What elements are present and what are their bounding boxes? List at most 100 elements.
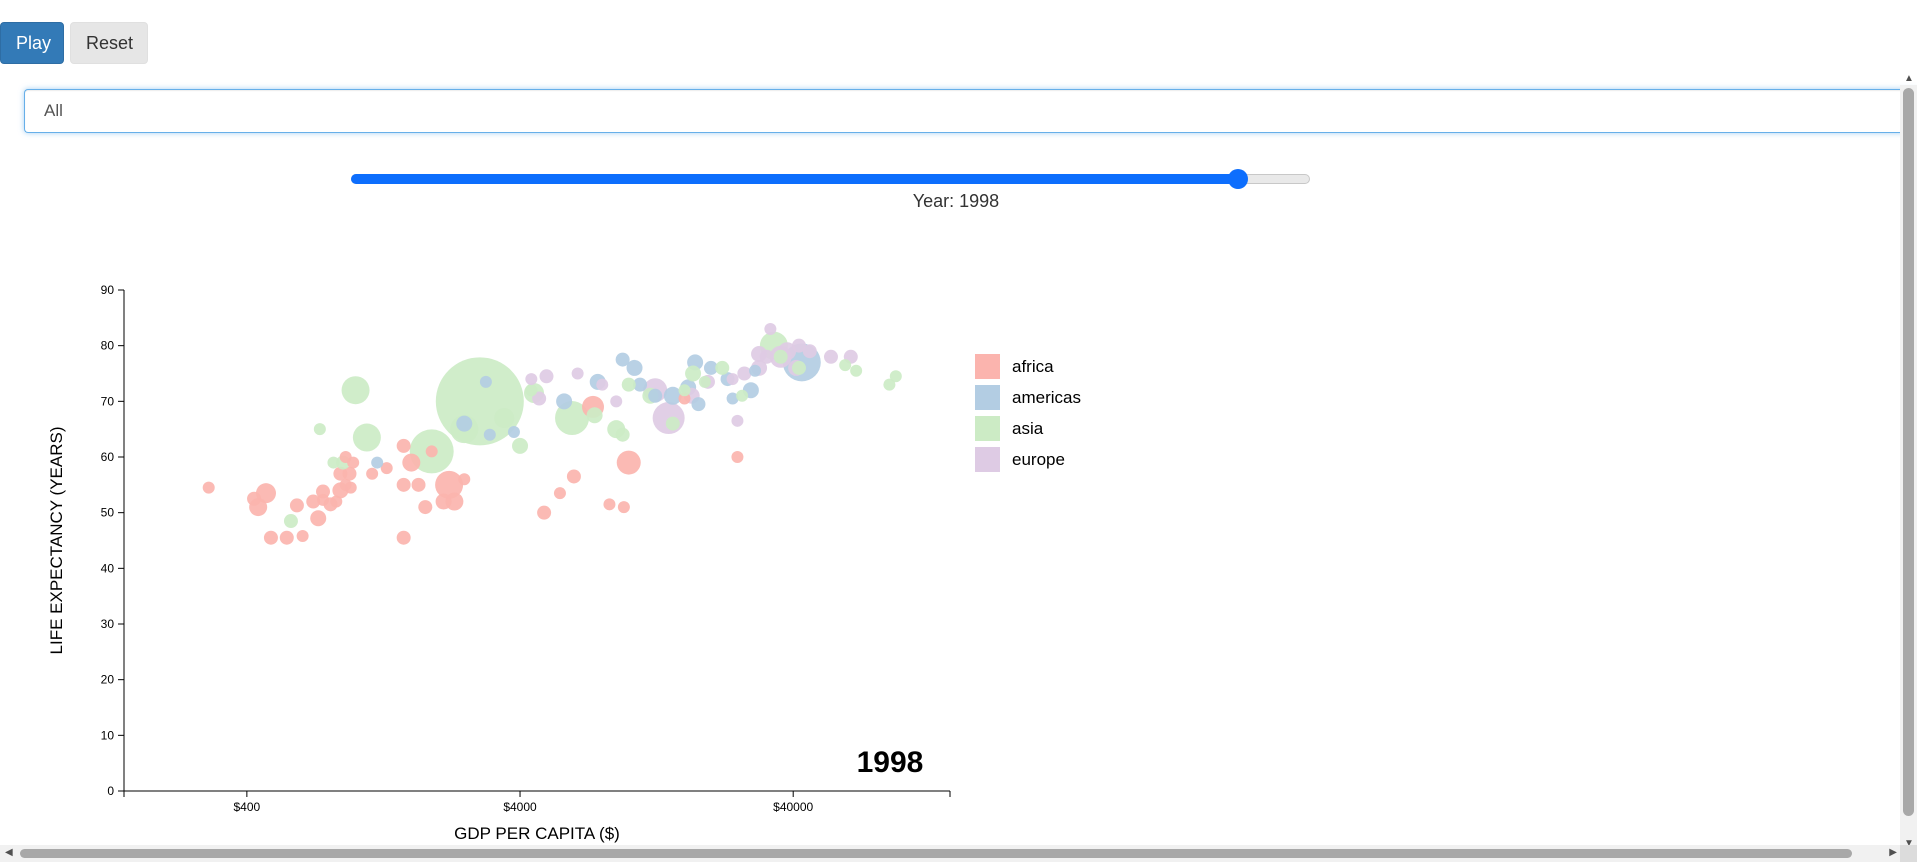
year-annotation: 1998 xyxy=(857,746,924,779)
data-point-asia xyxy=(791,360,806,375)
legend-label-americas: americas xyxy=(1012,388,1081,407)
data-point-americas xyxy=(483,428,496,441)
data-point-asia xyxy=(736,389,749,402)
data-point-asia xyxy=(313,423,326,436)
data-point-americas xyxy=(507,425,520,438)
data-point-americas xyxy=(726,392,739,405)
data-point-asia xyxy=(685,365,702,382)
vertical-scroll-thumb[interactable] xyxy=(1903,88,1914,816)
data-point-asia xyxy=(327,456,340,469)
data-point-africa xyxy=(617,501,630,514)
legend-label-asia: asia xyxy=(1012,419,1044,438)
data-point-africa xyxy=(344,481,357,494)
data-point-asia xyxy=(621,377,636,392)
legend-swatch-europe xyxy=(975,447,1000,472)
data-point-europe xyxy=(596,378,609,391)
data-point-europe xyxy=(539,369,554,384)
data-point-americas xyxy=(703,360,718,375)
scroll-down-icon[interactable]: ▼ xyxy=(1904,838,1914,849)
data-point-africa xyxy=(396,438,411,453)
data-point-africa xyxy=(247,491,262,506)
reset-button[interactable]: Reset xyxy=(70,22,148,64)
data-point-africa xyxy=(202,481,215,494)
data-point-africa xyxy=(330,495,343,508)
data-point-americas xyxy=(626,359,643,376)
gapminder-chart: 0 10 20 30 40 50 60 70 80 90 $400 $4000 $40000 GDP PE… xyxy=(47,283,1081,843)
slider-fill xyxy=(351,174,1239,184)
data-point-asia xyxy=(586,407,603,424)
vertical-scrollbar[interactable]: ▲ ▼ xyxy=(1900,73,1917,849)
data-point-africa xyxy=(317,493,330,506)
data-point-asia xyxy=(773,349,788,364)
slider-thumb[interactable] xyxy=(1228,169,1249,189)
data-point-africa xyxy=(435,493,452,510)
data-point-europe xyxy=(823,349,838,364)
data-point-asia xyxy=(839,359,852,372)
x-tick-label: $400 xyxy=(234,800,261,814)
scroll-up-icon[interactable]: ▲ xyxy=(1904,73,1914,84)
data-point-americas xyxy=(556,393,573,410)
data-point-europe xyxy=(731,414,744,427)
horizontal-scroll-thumb[interactable] xyxy=(20,849,1852,858)
data-point-europe xyxy=(759,349,774,364)
scroll-right-icon[interactable]: ▶ xyxy=(1889,847,1897,858)
y-tick-label: 50 xyxy=(101,506,115,520)
data-point-asia xyxy=(341,376,370,405)
data-point-americas xyxy=(615,352,630,367)
data-point-africa xyxy=(418,500,433,515)
data-point-africa xyxy=(279,530,294,545)
x-axis-label: GDP PER CAPITA ($) xyxy=(454,824,620,843)
continent-filter-select[interactable]: All xyxy=(24,89,1917,133)
data-point-americas xyxy=(371,456,384,469)
data-point-americas xyxy=(691,397,706,412)
data-point-africa xyxy=(425,445,438,458)
data-point-asia xyxy=(283,514,298,529)
data-point-europe xyxy=(737,366,752,381)
data-point-africa xyxy=(537,505,552,520)
data-point-asia xyxy=(555,401,590,436)
y-axis-label: LIFE EXPECTANCY (YEARS) xyxy=(47,427,66,655)
y-tick-label: 0 xyxy=(107,784,114,798)
data-point-africa xyxy=(310,510,327,527)
data-point-asia xyxy=(352,423,381,452)
y-tick-label: 80 xyxy=(101,339,115,353)
data-point-asia xyxy=(665,416,680,431)
data-point-europe xyxy=(726,373,739,386)
data-point-africa xyxy=(402,453,421,472)
legend-label-europe: europe xyxy=(1012,450,1065,469)
scroll-left-icon[interactable]: ◀ xyxy=(5,847,13,858)
data-point-asia xyxy=(494,408,515,429)
data-point-africa xyxy=(411,477,426,492)
data-point-europe xyxy=(791,338,806,353)
x-tick-label: $4000 xyxy=(503,800,537,814)
data-point-asia xyxy=(698,375,711,388)
data-point-europe xyxy=(764,322,777,335)
data-point-europe xyxy=(571,367,584,380)
play-button[interactable]: Play xyxy=(0,22,64,64)
data-point-africa xyxy=(566,469,581,484)
scroll-corner xyxy=(1900,845,1917,862)
data-point-africa xyxy=(616,450,641,475)
data-point-americas xyxy=(749,364,762,377)
data-point-asia xyxy=(883,378,896,391)
data-point-europe xyxy=(532,391,547,406)
data-point-africa xyxy=(396,477,411,492)
data-point-africa xyxy=(553,487,566,500)
y-tick-label: 40 xyxy=(101,561,115,575)
data-point-asia xyxy=(678,384,691,397)
legend-swatch-americas xyxy=(975,385,1000,410)
data-point-americas xyxy=(479,375,492,388)
year-slider[interactable] xyxy=(351,169,1310,189)
data-point-africa xyxy=(603,498,616,511)
data-point-africa xyxy=(458,473,471,486)
legend-label-africa: africa xyxy=(1012,357,1054,376)
data-point-europe xyxy=(610,395,623,408)
data-point-africa xyxy=(435,470,464,499)
data-point-asia xyxy=(615,427,630,442)
year-label: Year: 1998 xyxy=(912,191,1000,211)
y-tick-label: 70 xyxy=(101,394,115,408)
data-point-europe xyxy=(525,373,538,386)
horizontal-scrollbar[interactable]: ◀ ▶ xyxy=(0,845,1917,862)
data-point-africa xyxy=(380,462,393,475)
data-point-asia xyxy=(525,384,538,397)
